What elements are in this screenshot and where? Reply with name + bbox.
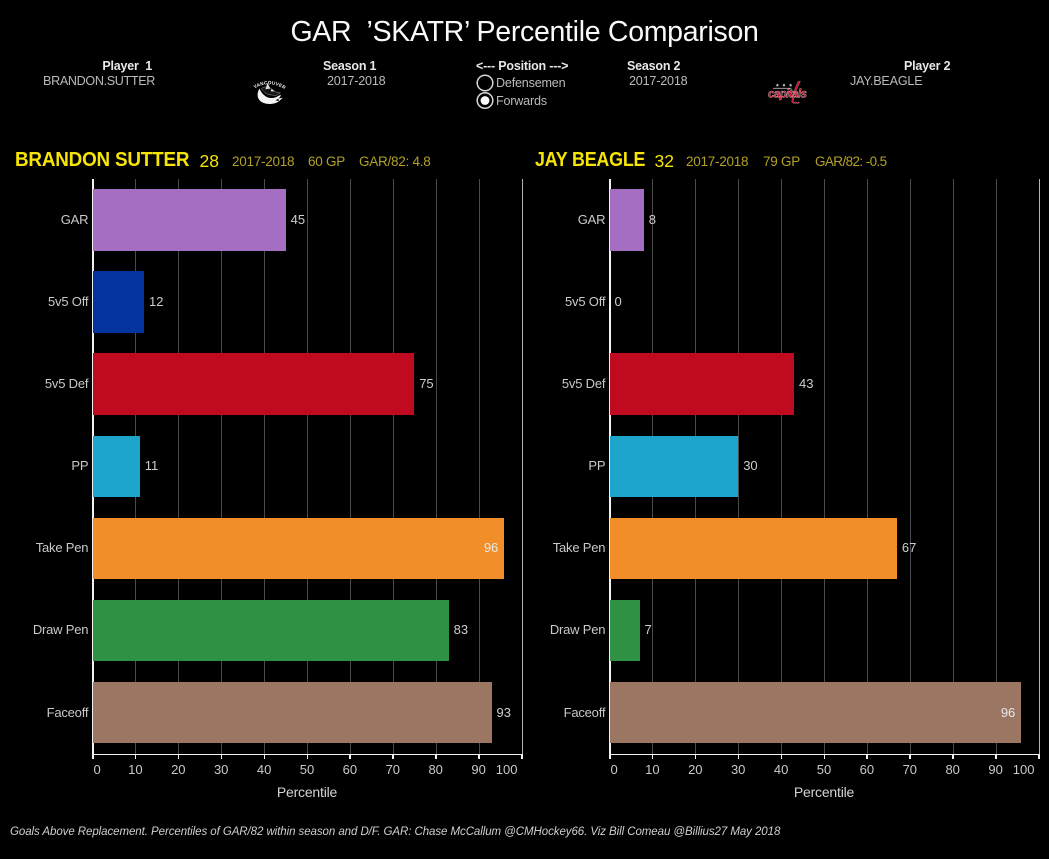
svg-text:capitals: capitals [768,88,808,101]
